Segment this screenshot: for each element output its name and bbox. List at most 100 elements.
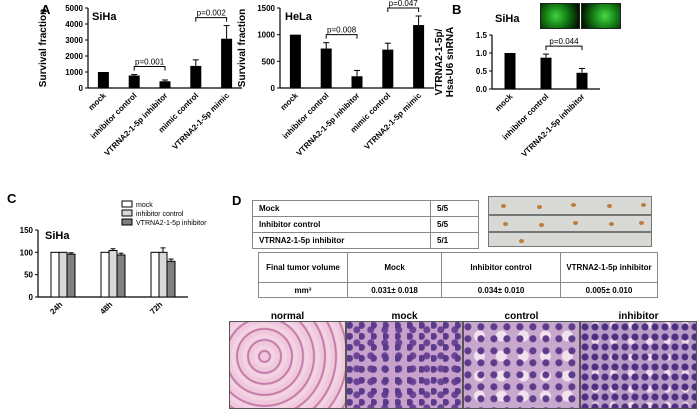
y-tick-label: 0 <box>79 84 84 93</box>
table-cell: Mock <box>252 200 431 217</box>
panel-letter-b: B <box>452 2 462 17</box>
x-tick-label: 48h <box>98 300 114 316</box>
table-header: VTRNA2-1-5p inhibitor <box>560 252 658 283</box>
legend-label: mock <box>136 202 153 209</box>
table-cell: 0.034± 0.010 <box>441 282 561 298</box>
significance-bracket <box>387 7 420 12</box>
table-header: Final tumor volume <box>258 252 348 283</box>
legend-swatch <box>121 209 133 217</box>
significance-bracket <box>545 45 583 51</box>
chart-title: SiHa <box>92 11 117 23</box>
bar <box>128 75 140 88</box>
bar <box>351 76 363 88</box>
bar <box>504 53 516 89</box>
x-tick-label: 72h <box>148 300 164 316</box>
p-value-label: p=0.001 <box>135 58 165 67</box>
bar <box>116 254 126 298</box>
bar <box>413 25 425 88</box>
legend-swatch <box>121 200 133 208</box>
bar <box>576 72 588 89</box>
panel-letter-c: C <box>7 191 17 206</box>
bar <box>108 250 118 298</box>
y-tick-label: 0.5 <box>476 67 488 76</box>
fluorescence-image-1 <box>540 3 580 29</box>
p-value-label: p=0.002 <box>197 9 227 18</box>
table-row: VTRNA2-1-5p inhibitor 5/1 <box>252 232 479 249</box>
bar <box>289 34 301 88</box>
significance-bracket <box>325 34 358 39</box>
table-header: Inhibitor control <box>441 252 561 283</box>
bar <box>166 260 176 298</box>
bar <box>150 251 160 298</box>
panel-letter-a: A <box>41 2 51 17</box>
y-tick-label: 500 <box>262 57 276 66</box>
x-tick-label: mock <box>279 91 301 113</box>
p-value-label: p=0.008 <box>327 26 357 35</box>
x-tick-label: 24h <box>48 300 64 316</box>
table-cell: mm³ <box>258 282 348 298</box>
bar <box>159 81 171 88</box>
y-tick-label: 0 <box>29 293 34 302</box>
bar <box>66 253 76 298</box>
x-tick-label: VTRNA2-1-5p mimic <box>363 91 424 152</box>
legend-swatch <box>121 218 133 226</box>
y-tick-label: 5000 <box>65 4 83 13</box>
tumor-photo-row-3 <box>488 232 652 247</box>
table-row: Final tumor volume Mock Inhibitor contro… <box>258 252 658 283</box>
tissue-label-inhibitor: inhibitor <box>618 311 659 322</box>
panel-letter-d: D <box>232 193 242 208</box>
y-tick-label: 100 <box>20 248 34 257</box>
bar <box>190 65 202 88</box>
histology-image-inhibitor <box>580 321 697 409</box>
tissue-label-mock: mock <box>391 311 418 322</box>
tumor-volume-table: Final tumor volume Mock Inhibitor contro… <box>258 252 658 298</box>
table-cell: 0.005± 0.010 <box>560 282 658 298</box>
chart-title: SiHa <box>495 13 520 25</box>
table-cell: VTRNA2-1-5p inhibitor <box>252 232 431 249</box>
bar <box>58 251 68 298</box>
chart-title: HeLa <box>285 11 313 23</box>
table-header: Mock <box>346 252 443 283</box>
legend-label: inhibitor control <box>136 211 184 218</box>
tumor-incidence-table: Mock 5/5 Inhibitor control 5/5 VTRNA2-1-5p… <box>252 200 479 249</box>
y-tick-label: 1000 <box>257 31 275 40</box>
bar <box>97 72 109 88</box>
y-tick-label: 1.0 <box>476 49 488 58</box>
histology-image-mock <box>346 321 463 409</box>
legend-label: VTRNA2-1-5p inhibitor <box>136 220 207 227</box>
bar <box>158 251 168 298</box>
chart-title: SiHa <box>45 230 70 242</box>
table-cell: Inhibitor control <box>252 216 431 233</box>
histology-image-normal <box>229 321 346 409</box>
y-axis-label: Survival fraction <box>237 9 248 87</box>
bar <box>382 49 394 88</box>
y-axis-label: Survival fraction <box>38 9 49 87</box>
y-tick-label: 1000 <box>65 68 83 77</box>
y-tick-label: 1.5 <box>476 31 488 40</box>
table-cell: 5/5 <box>430 200 479 217</box>
table-cell: 5/1 <box>430 232 479 249</box>
bar <box>540 57 552 89</box>
bar <box>50 251 60 298</box>
bar <box>100 251 110 298</box>
p-value-label: p=0.044 <box>549 37 579 46</box>
y-tick-label: 150 <box>20 226 34 235</box>
x-tick-label: mock <box>493 92 515 114</box>
tumor-photo-row-2 <box>488 215 652 232</box>
tissue-label-control: control <box>504 311 539 322</box>
tissue-label-normal: normal <box>270 311 305 322</box>
table-row: Inhibitor control 5/5 <box>252 216 479 233</box>
y-tick-label: 0 <box>271 84 276 93</box>
significance-bracket <box>133 66 166 71</box>
y-tick-label: 1500 <box>257 4 275 13</box>
y-tick-label: 4000 <box>65 20 83 29</box>
x-tick-label: mock <box>87 91 109 113</box>
table-cell: 0.031± 0.018 <box>346 282 443 298</box>
y-tick-label: 0.0 <box>476 85 488 94</box>
y-axis-label: Hsa-U6 snRNA <box>445 27 456 98</box>
bar <box>320 48 332 88</box>
p-value-label: p=0.047 <box>389 0 419 8</box>
y-tick-label: 3000 <box>65 36 83 45</box>
fluorescence-image-2 <box>581 3 621 29</box>
